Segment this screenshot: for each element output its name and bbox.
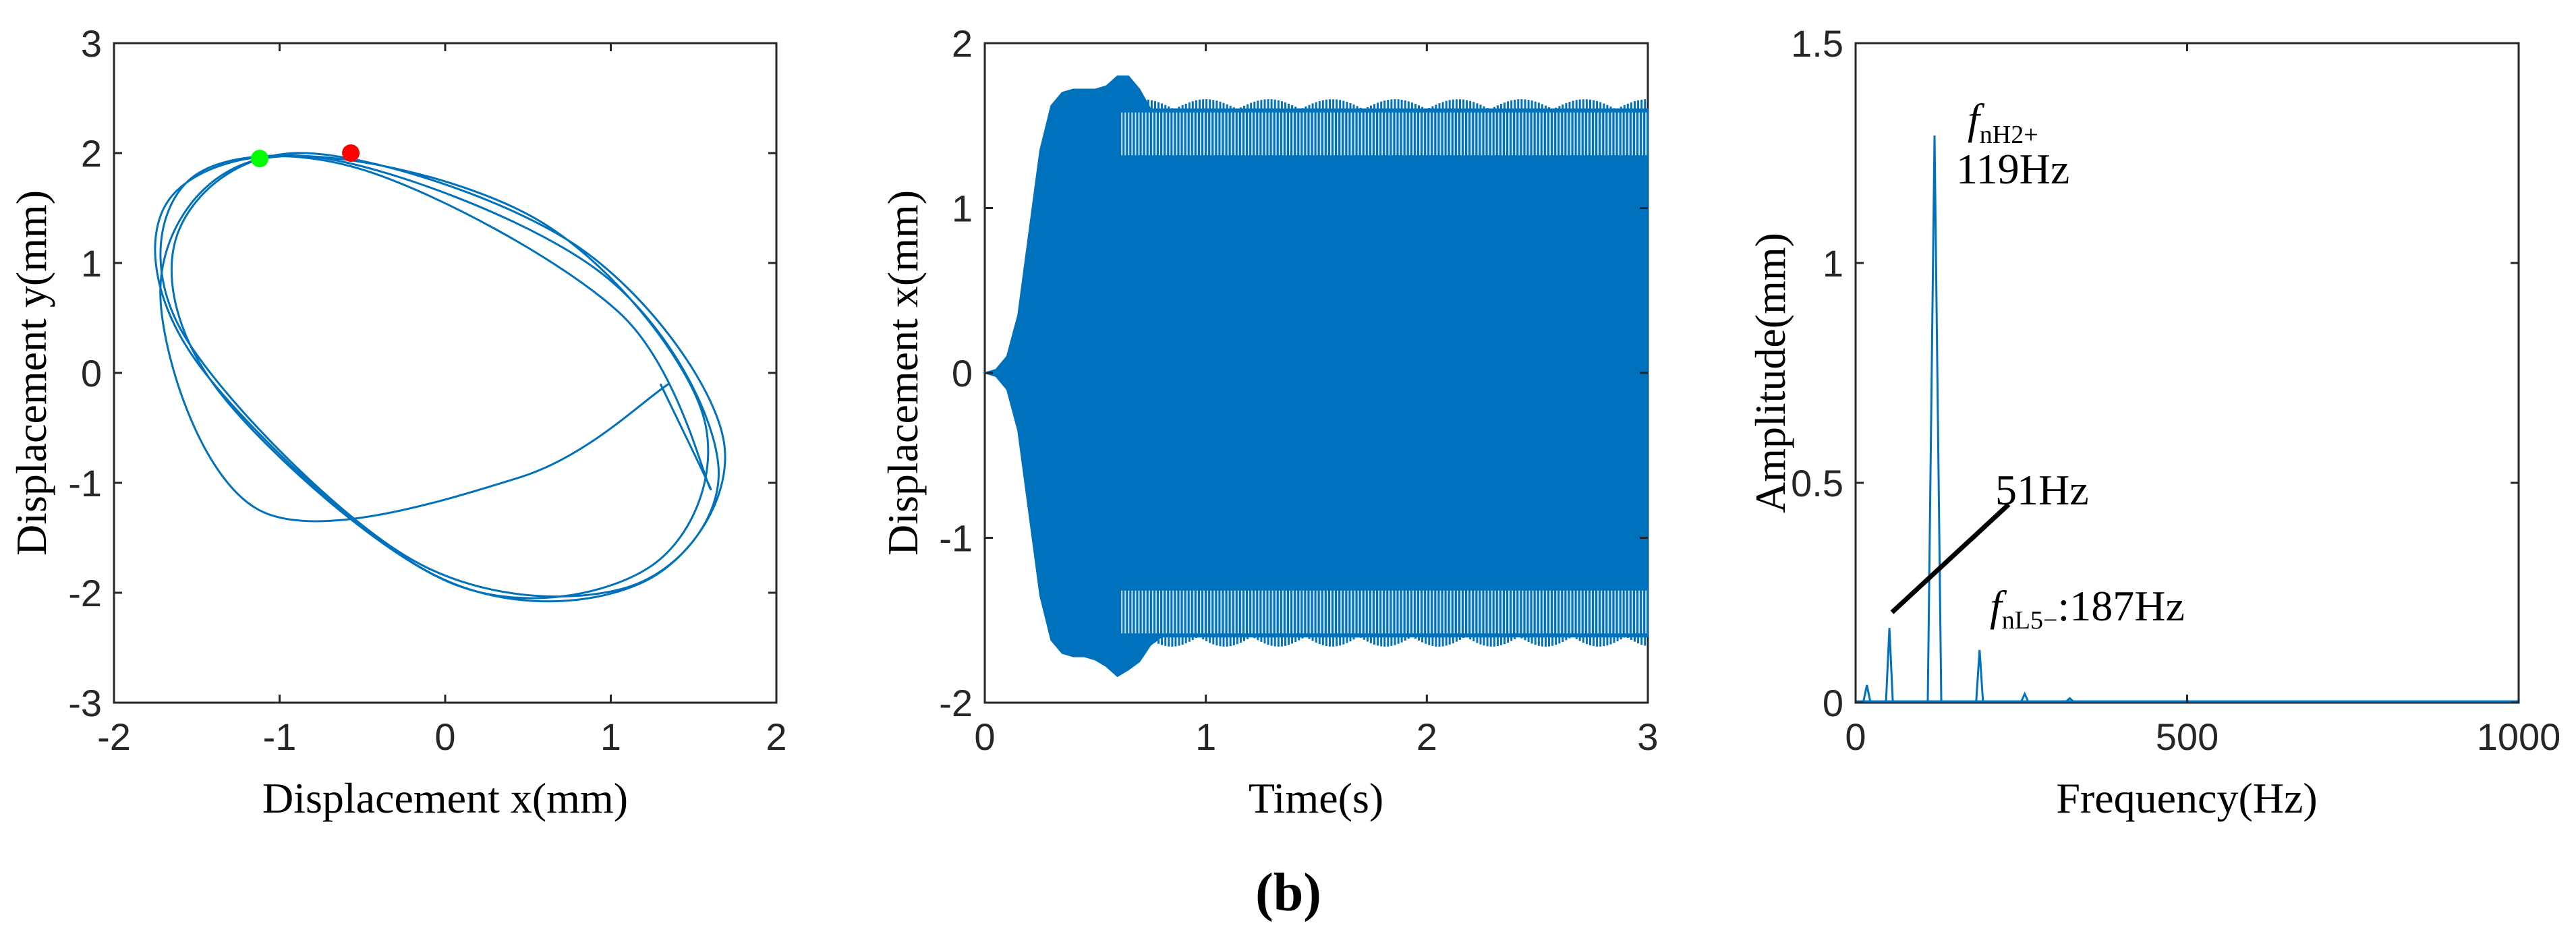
spectrum-peak [2065,697,2074,703]
orbit-y-tick-label: 0 [81,352,102,394]
orbit-plot-frame [113,42,778,704]
time-y-tick-label: 2 [952,22,973,65]
time-ticks: 0 1 2 3 -2 -1 0 1 2 [939,22,1658,758]
spectrum-peak [1975,649,1984,702]
orbit-y-tick-label: 3 [81,22,102,65]
spectrum-plot-frame [1854,42,2520,704]
spectrum-x-tick-label: 0 [1845,715,1866,758]
orbit-x-axis-title: Displacement x(mm) [262,774,628,822]
spectrum-y-tick-label: 1 [1823,242,1843,285]
orbit-series [154,152,726,603]
time-y-tick-label: -2 [939,682,973,724]
spectrum-series [1856,135,2519,703]
orbit-end-marker [342,144,360,162]
spectrum-y-tick-label: 0.5 [1791,462,1843,504]
annotation-peak-119hz-value: 119Hz [1956,145,2069,193]
spectrum-y-tick-label: 1.5 [1791,22,1843,65]
orbit-y-tick-label: -2 [68,572,102,614]
annotation-pointer-line [1890,502,2011,614]
spectrum-x-axis-title: Frequency(Hz) [2056,774,2317,822]
orbit-markers [251,144,360,168]
spectrum-peak [2020,691,2030,702]
time-response-ripple-top [1116,99,1647,138]
time-response-ripple-bottom [1116,637,1647,647]
time-x-tick-label: 3 [1637,715,1658,758]
time-y-axis-title: Displacement x(mm) [879,190,927,556]
orbit-y-tick-label: -3 [68,682,102,724]
orbit-trajectory-line [154,152,726,603]
orbit-y-tick-label: -1 [68,462,102,504]
spectrum-peak [1885,628,1894,702]
spectrum-x-tick-label: 500 [2156,715,2219,758]
time-x-axis-title: Time(s) [1249,774,1383,822]
orbit-y-axis-title: Displacement y(mm) [7,190,55,556]
orbit-start-marker [251,150,269,168]
annotation-peak-187hz-sub: nL5− [2002,606,2058,635]
spectrum-ticks: 0 500 1000 0 0.5 1 1.5 [1791,22,2560,758]
time-response-envelope [982,75,1649,678]
time-y-tick-label: -1 [939,517,973,560]
time-panel: 0 1 2 3 -2 -1 0 1 2 Time(s) Displacement x(mm) [879,22,1659,822]
annotation-peak-51hz: 51Hz [1995,466,2089,514]
annotation-peak-119hz-sub: nH2+ [1980,121,2038,149]
annotation-peak-187hz: fnL5−:187Hz [1990,582,2185,635]
time-response-ripple-gaps [1121,112,1647,634]
spectrum-x-tick-label: 1000 [2477,715,2561,758]
orbit-x-tick-label: -2 [97,715,131,758]
orbit-y-tick-label: 1 [81,242,102,285]
annotation-peak-119hz: fnH2+ [1968,95,2038,149]
annotation-peak-187hz-suffix: :187Hz [2057,582,2184,630]
spectrum-peak [1862,684,1872,702]
orbit-x-tick-label: 2 [766,715,786,758]
time-x-tick-label: 1 [1195,715,1216,758]
spectrum-y-axis-title: Amplitude(mm) [1746,233,1794,513]
time-series [982,75,1649,678]
time-x-tick-label: 2 [1416,715,1437,758]
time-x-tick-label: 0 [974,715,995,758]
orbit-x-tick-label: -1 [263,715,297,758]
orbit-x-tick-label: 0 [434,715,455,758]
spectrum-peak [1926,135,1943,702]
spectrum-panel: 0 500 1000 0 0.5 1 1.5 fnH2+ 119Hz 51Hz fnL5−:… [1746,22,2560,822]
orbit-x-tick-label: 1 [600,715,621,758]
time-y-tick-label: 1 [952,187,973,230]
time-y-tick-label: 0 [952,352,973,394]
spectrum-y-tick-label: 0 [1823,682,1843,724]
orbit-y-tick-label: 2 [81,132,102,175]
figure-label: (b) [1255,863,1321,923]
